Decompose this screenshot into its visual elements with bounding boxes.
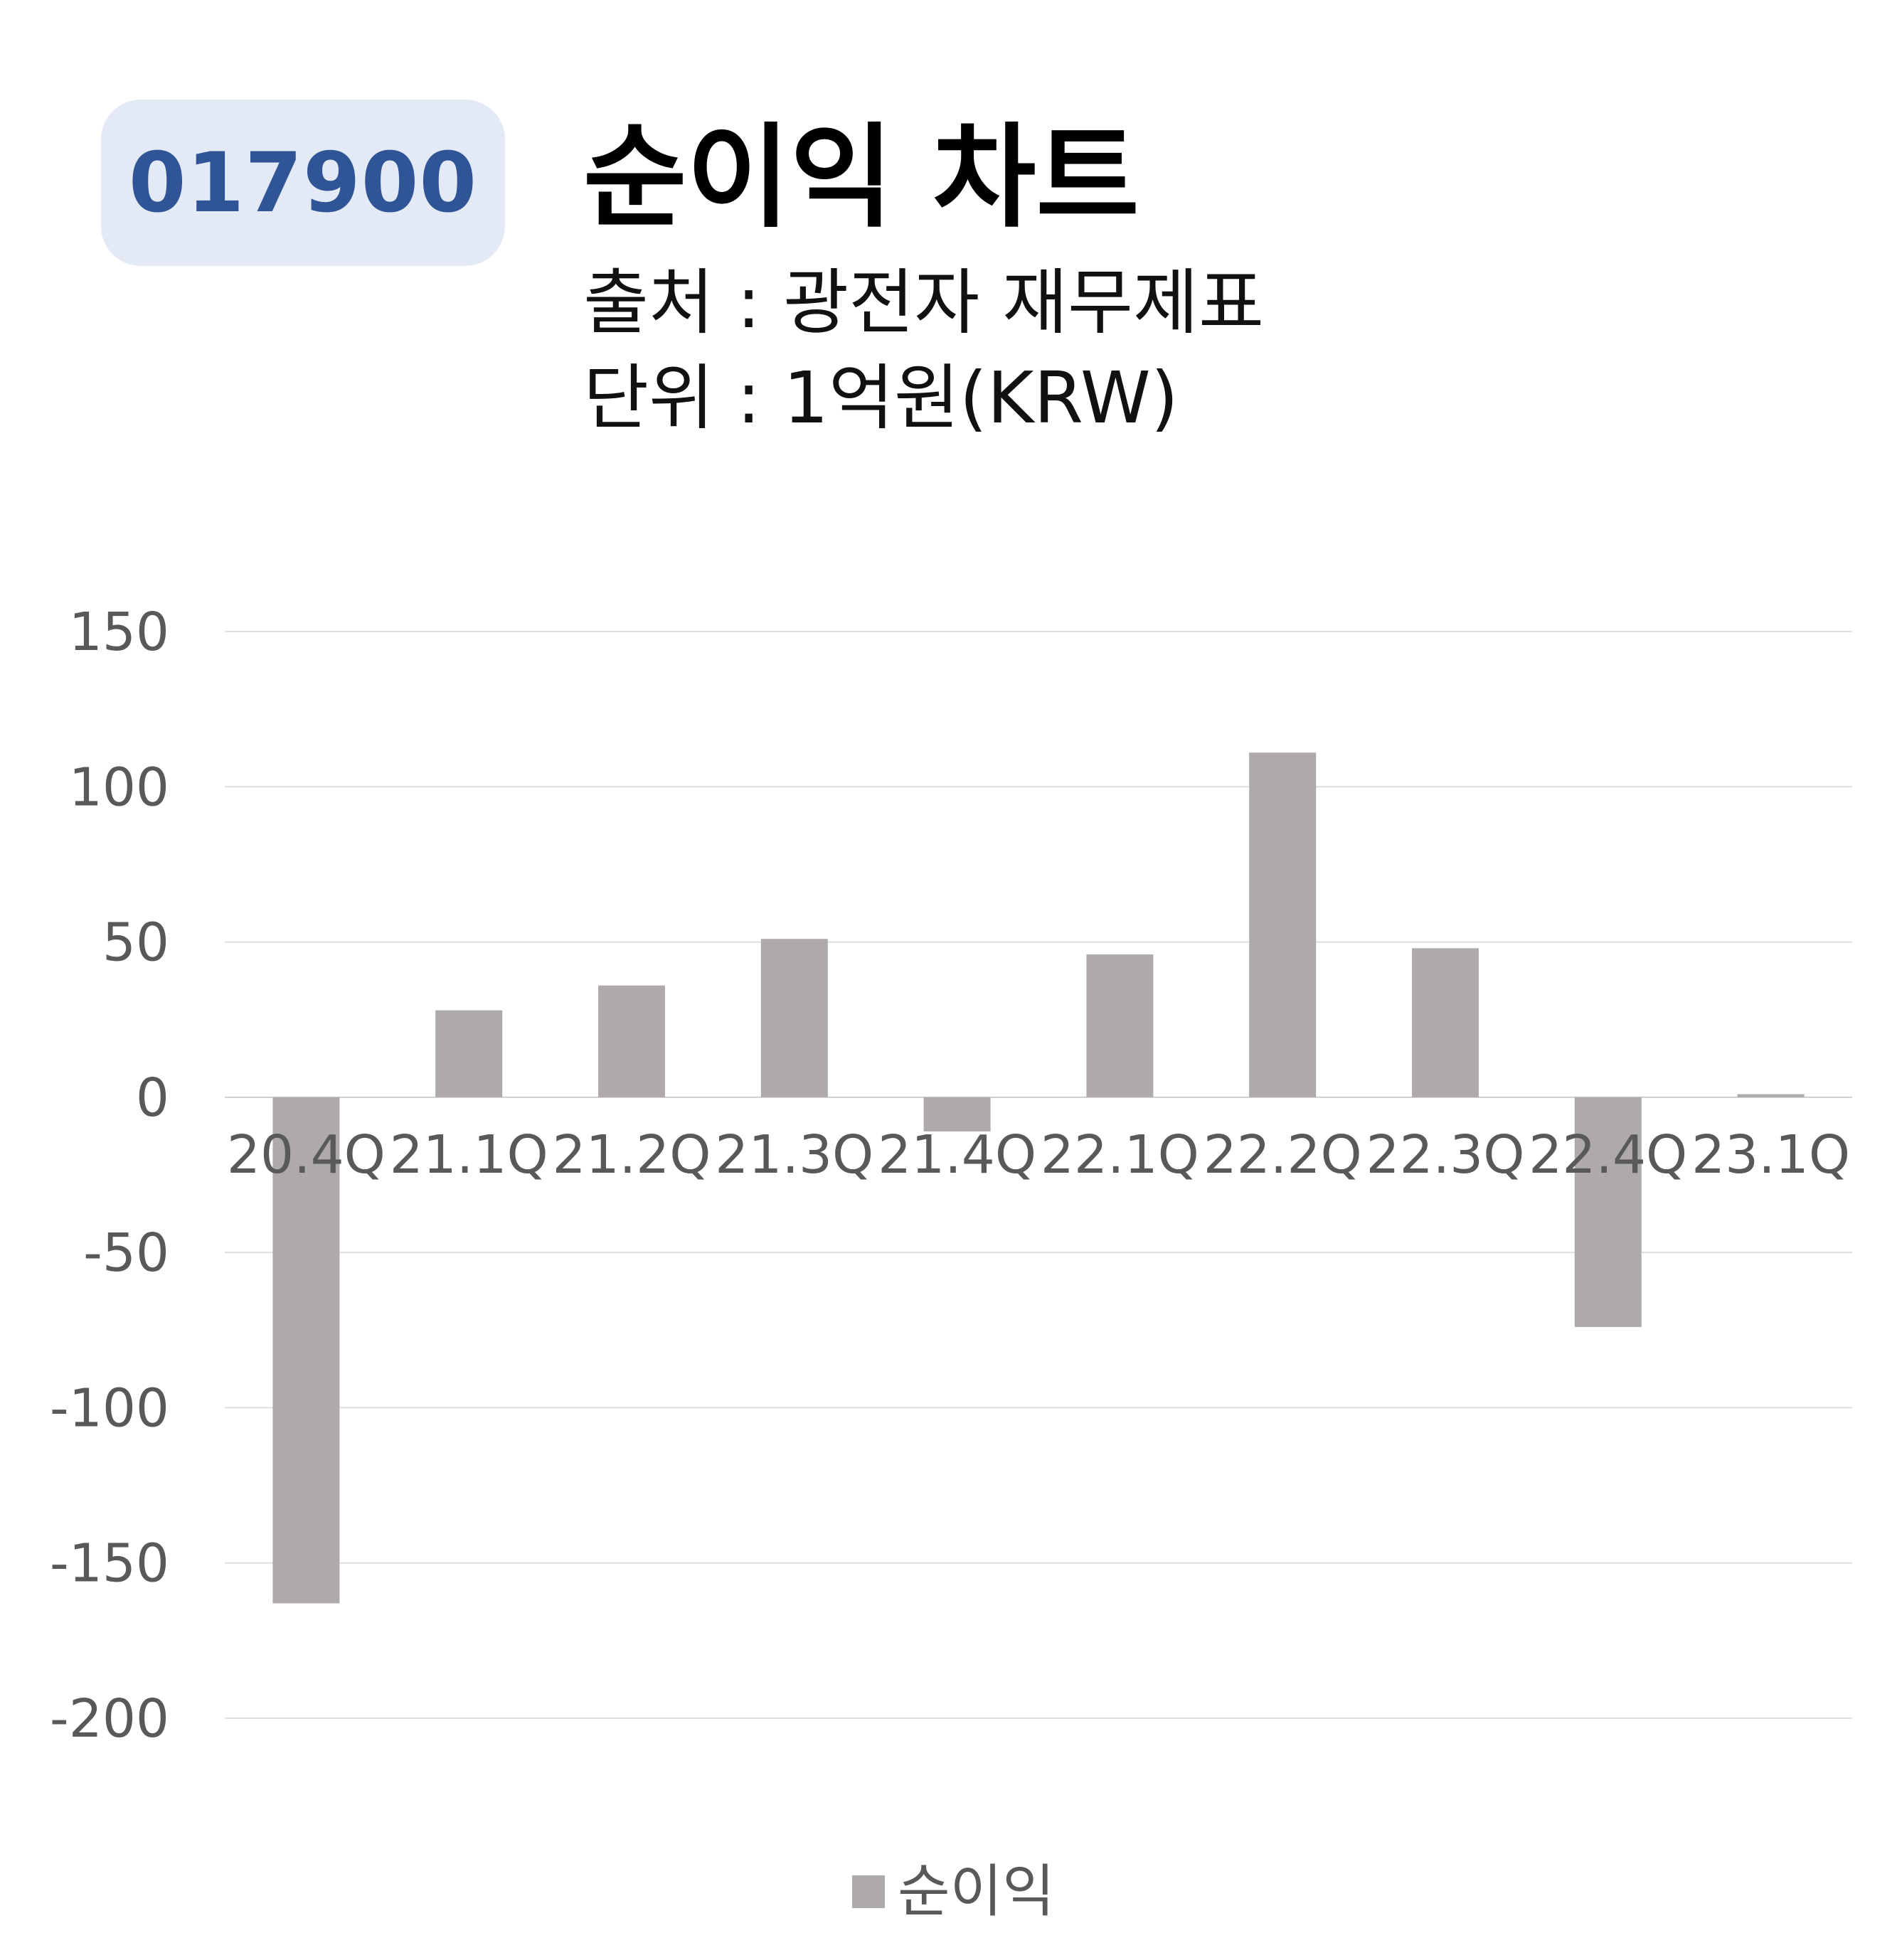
y-tick-label: -200 bbox=[50, 1688, 169, 1749]
chart-title: 순이익 차트 bbox=[583, 112, 1139, 243]
bar bbox=[598, 985, 665, 1097]
source-note: 출처 : 광전자 재무제표 bbox=[583, 261, 1265, 344]
bar bbox=[272, 1097, 340, 1604]
bar bbox=[1249, 752, 1317, 1097]
y-tick-label: -100 bbox=[50, 1378, 169, 1439]
unit-note: 단위 : 1억원(KRW) bbox=[583, 356, 1179, 440]
y-tick-label: 150 bbox=[69, 602, 169, 663]
bar bbox=[760, 939, 828, 1097]
legend-label: 순이익 bbox=[898, 1858, 1055, 1924]
x-tick-label: 23.1Q bbox=[1691, 1124, 1850, 1186]
ticker-badge: 017900 bbox=[101, 100, 505, 266]
x-tick-label: 22.2Q bbox=[1203, 1124, 1362, 1186]
bar bbox=[435, 1010, 503, 1097]
legend-swatch bbox=[852, 1875, 885, 1908]
x-tick-label: 22.4Q bbox=[1529, 1124, 1687, 1186]
x-tick-label: 21.1Q bbox=[390, 1124, 548, 1186]
x-tick-label: 21.4Q bbox=[878, 1124, 1036, 1186]
y-axis-ticks: 150 100 50 0 -50 -100 -150 -200 bbox=[50, 602, 169, 1749]
x-tick-label: 20.4Q bbox=[227, 1124, 386, 1186]
bar bbox=[1574, 1097, 1642, 1327]
x-tick-label: 22.1Q bbox=[1041, 1124, 1199, 1186]
y-tick-label: 50 bbox=[102, 912, 169, 974]
bar bbox=[1737, 1094, 1805, 1097]
ticker-code: 017900 bbox=[128, 134, 478, 231]
y-tick-label: -50 bbox=[83, 1223, 169, 1284]
bars bbox=[272, 752, 1805, 1604]
legend: 순이익 bbox=[852, 1856, 1055, 1927]
bar bbox=[1086, 954, 1154, 1097]
x-tick-label: 21.2Q bbox=[552, 1124, 711, 1186]
x-tick-label: 22.3Q bbox=[1366, 1124, 1524, 1186]
y-tick-label: -150 bbox=[50, 1533, 169, 1594]
y-tick-label: 0 bbox=[136, 1067, 169, 1129]
bar bbox=[1412, 948, 1479, 1097]
bar bbox=[923, 1097, 991, 1131]
x-axis-ticks: 20.4Q 21.1Q 21.2Q 21.3Q 21.4Q 22.1Q 22.2Q 22.3Q… bbox=[227, 1124, 1850, 1186]
x-tick-label: 21.3Q bbox=[715, 1124, 873, 1186]
y-tick-label: 100 bbox=[69, 757, 169, 818]
